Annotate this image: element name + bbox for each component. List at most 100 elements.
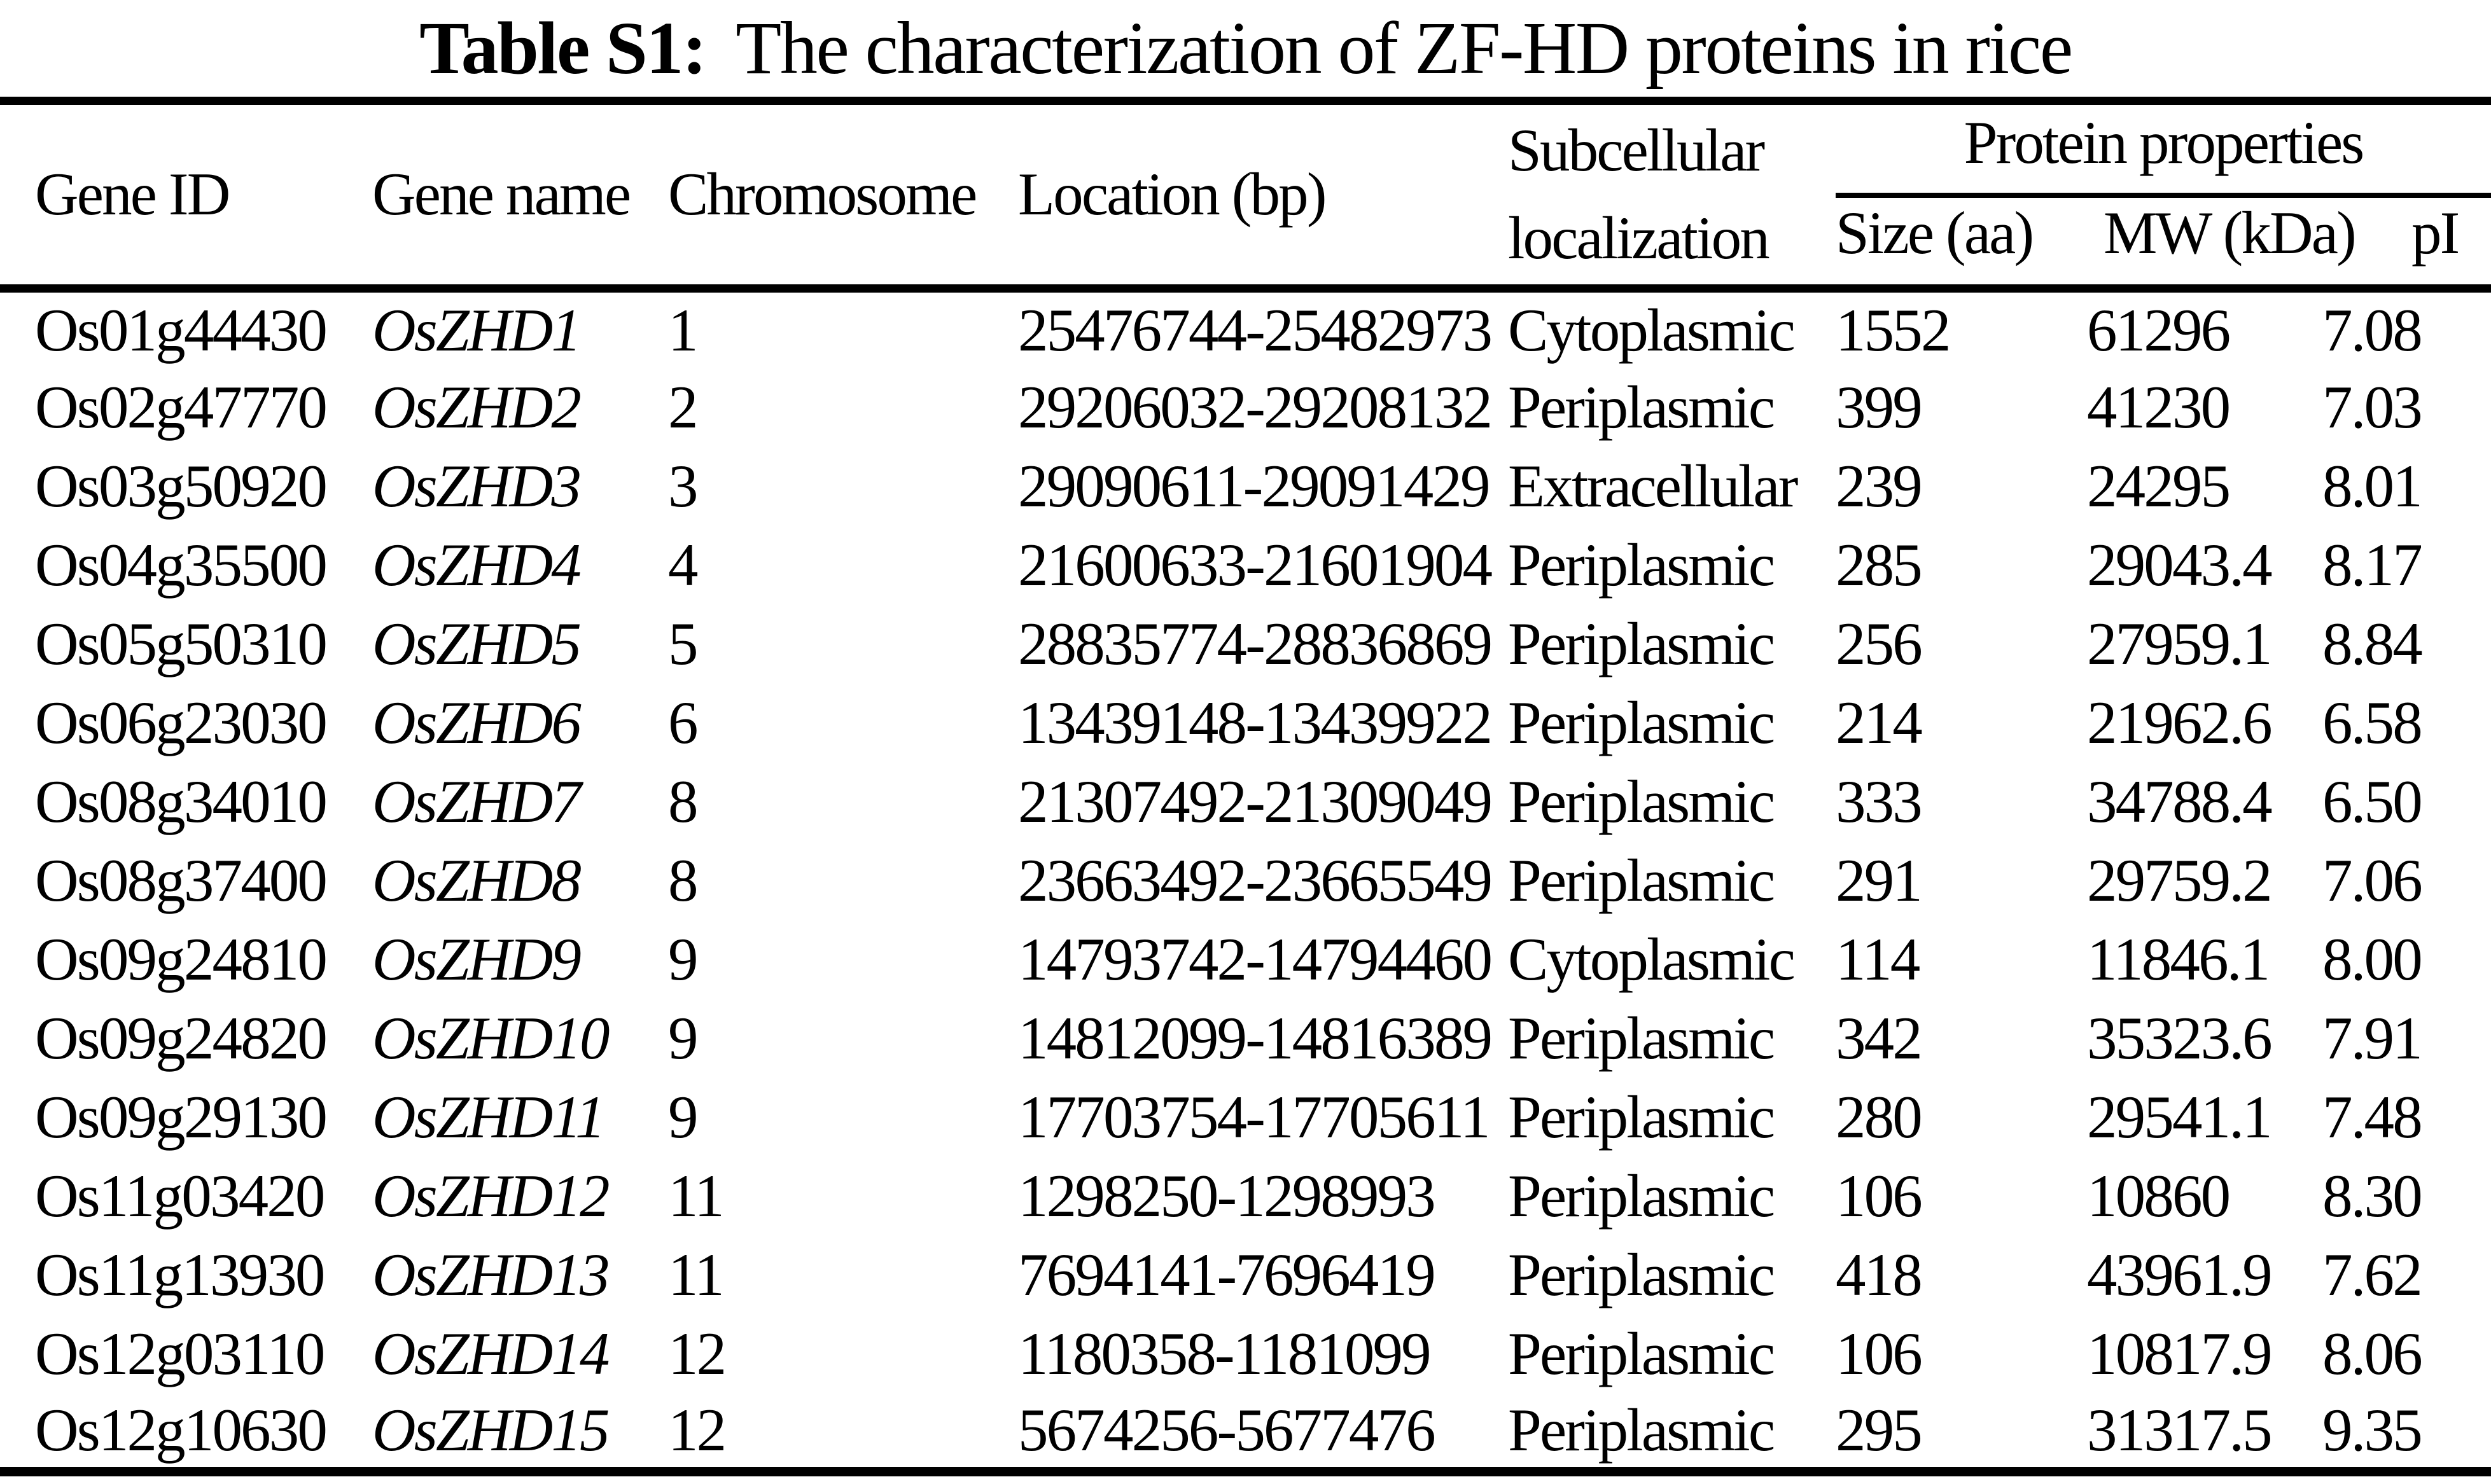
- cell-gene-id: Os11g03420: [35, 1162, 325, 1230]
- cell-chromosome: 11: [668, 1240, 725, 1308]
- cell-gene-id: Os08g37400: [35, 846, 328, 914]
- cell-location: 1298250-1298993: [1018, 1162, 1436, 1230]
- col-group-header-protein-properties: Protein properties: [1836, 101, 2491, 198]
- col-header-mw: MW (kDa): [2104, 199, 2357, 267]
- cell-subcellular: Periplasmic: [1508, 767, 1775, 835]
- cell-location: 13439148-13439922: [1018, 688, 1493, 756]
- cell-size: 333: [1836, 767, 1923, 835]
- cell-location: 1180358-1181099: [1018, 1319, 1432, 1387]
- table-row: Os04g35500 OsZHD4 4 21600633-21601904 Pe…: [0, 525, 2491, 604]
- cell-gene-name: OsZHD1: [372, 296, 582, 364]
- cell-pi: 6.50: [2322, 767, 2423, 835]
- cell-size: 399: [1836, 373, 1923, 441]
- table-body: Os01g44430 OsZHD1 1 25476744-25482973 Cy…: [0, 289, 2491, 1472]
- cell-gene-id: Os05g50310: [35, 609, 328, 677]
- cell-location: 28835774-28836869: [1018, 609, 1493, 677]
- cell-chromosome: 12: [668, 1319, 727, 1387]
- table-row: Os12g03110 OsZHD14 12 1180358-1181099 Pe…: [0, 1314, 2491, 1393]
- cell-subcellular: Periplasmic: [1508, 1319, 1775, 1387]
- cell-subcellular: Cytoplasmic: [1508, 296, 1796, 364]
- cell-mw: 31317.5: [2087, 1396, 2273, 1464]
- cell-gene-name: OsZHD8: [372, 846, 582, 914]
- table-row: Os09g29130 OsZHD11 9 17703754-17705611 P…: [0, 1078, 2491, 1156]
- cell-mw: 29759.2: [2087, 846, 2273, 914]
- table-row: Os06g23030 OsZHD6 6 13439148-13439922 Pe…: [0, 683, 2491, 762]
- cell-size: 214: [1836, 688, 1923, 756]
- cell-pi: 7.03: [2322, 373, 2423, 441]
- cell-location: 29090611-29091429: [1018, 452, 1491, 520]
- cell-subcellular: Periplasmic: [1508, 846, 1775, 914]
- cell-location: 21307492-21309049: [1018, 767, 1493, 835]
- cell-gene-id: Os02g47770: [35, 373, 328, 441]
- cell-subcellular: Periplasmic: [1508, 1083, 1775, 1151]
- table-title-label: Table S1:: [419, 6, 707, 90]
- cell-gene-id: Os12g03110: [35, 1319, 325, 1387]
- cell-pi: 8.00: [2322, 925, 2423, 993]
- cell-mw: 29043.4: [2087, 530, 2273, 599]
- table-row: Os11g03420 OsZHD12 11 1298250-1298993 Pe…: [0, 1156, 2491, 1235]
- cell-chromosome: 1: [668, 296, 699, 364]
- cell-size: 285: [1836, 530, 1923, 599]
- cell-subcellular: Periplasmic: [1508, 1240, 1775, 1308]
- col-header-chromosome: Chromosome: [668, 160, 977, 228]
- cell-size: 106: [1836, 1162, 1923, 1230]
- cell-mw: 43961.9: [2087, 1240, 2273, 1308]
- cell-pi: 7.08: [2322, 296, 2423, 364]
- cell-subcellular: Periplasmic: [1508, 373, 1775, 441]
- cell-pi: 6.58: [2322, 688, 2423, 756]
- cell-chromosome: 9: [668, 1004, 699, 1072]
- cell-subcellular: Periplasmic: [1508, 688, 1775, 756]
- cell-gene-name: OsZHD5: [372, 609, 582, 677]
- table-row: Os05g50310 OsZHD5 5 28835774-28836869 Pe…: [0, 604, 2491, 683]
- cell-location: 29206032-29208132: [1018, 373, 1493, 441]
- cell-mw: 27959.1: [2087, 609, 2273, 677]
- cell-gene-name: OsZHD14: [372, 1319, 610, 1387]
- table-row: Os02g47770 OsZHD2 2 29206032-29208132 Pe…: [0, 368, 2491, 447]
- cell-chromosome: 4: [668, 530, 699, 599]
- cell-mw: 21962.6: [2087, 688, 2273, 756]
- cell-subcellular: Periplasmic: [1508, 609, 1775, 677]
- cell-gene-name: OsZHD11: [372, 1083, 605, 1151]
- cell-pi: 7.48: [2322, 1083, 2423, 1151]
- cell-location: 25476744-25482973: [1018, 296, 1493, 364]
- cell-gene-id: Os11g13930: [35, 1240, 325, 1308]
- table-row: Os11g13930 OsZHD13 11 7694141-7696419 Pe…: [0, 1235, 2491, 1314]
- cell-pi: 8.17: [2322, 530, 2423, 599]
- cell-chromosome: 3: [668, 452, 699, 520]
- cell-location: 7694141-7696419: [1018, 1240, 1436, 1308]
- header-row-2: Size (aa) MW (kDa) pI: [0, 195, 2491, 289]
- cell-gene-id: Os09g24810: [35, 925, 328, 993]
- col-header-pi: pI: [2411, 199, 2460, 267]
- cell-size: 418: [1836, 1240, 1923, 1308]
- cell-subcellular: Extracellular: [1508, 452, 1798, 520]
- table-row: Os08g37400 OsZHD8 8 23663492-23665549 Pe…: [0, 841, 2491, 920]
- cell-mw: 34788.4: [2087, 767, 2273, 835]
- cell-pi: 7.91: [2322, 1004, 2423, 1072]
- cell-gene-id: Os03g50920: [35, 452, 328, 520]
- cell-mw: 61296: [2087, 296, 2231, 364]
- cell-subcellular: Periplasmic: [1508, 1396, 1775, 1464]
- cell-gene-id: Os01g44430: [35, 296, 328, 364]
- table-row: Os09g24820 OsZHD10 9 14812099-14816389 P…: [0, 999, 2491, 1078]
- cell-chromosome: 9: [668, 1083, 699, 1151]
- cell-subcellular: Cytoplasmic: [1508, 925, 1796, 993]
- cell-mw: 29541.1: [2087, 1083, 2273, 1151]
- cell-chromosome: 9: [668, 925, 699, 993]
- cell-location: 5674256-5677476: [1018, 1396, 1436, 1464]
- cell-gene-id: Os09g24820: [35, 1004, 328, 1072]
- cell-size: 114: [1836, 925, 1920, 993]
- cell-chromosome: 2: [668, 373, 699, 441]
- cell-gene-name: OsZHD7: [372, 767, 582, 835]
- cell-size: 1552: [1836, 296, 1951, 364]
- cell-pi: 8.06: [2322, 1319, 2423, 1387]
- cell-gene-id: Os08g34010: [35, 767, 328, 835]
- table-row: Os03g50920 OsZHD3 3 29090611-29091429 Ex…: [0, 447, 2491, 525]
- cell-location: 21600633-21601904: [1018, 530, 1493, 599]
- cell-size: 342: [1836, 1004, 1923, 1072]
- cell-gene-id: Os06g23030: [35, 688, 328, 756]
- cell-size: 280: [1836, 1083, 1923, 1151]
- col-header-gene-id: Gene ID: [35, 160, 230, 228]
- cell-chromosome: 5: [668, 609, 699, 677]
- cell-gene-name: OsZHD15: [372, 1396, 610, 1464]
